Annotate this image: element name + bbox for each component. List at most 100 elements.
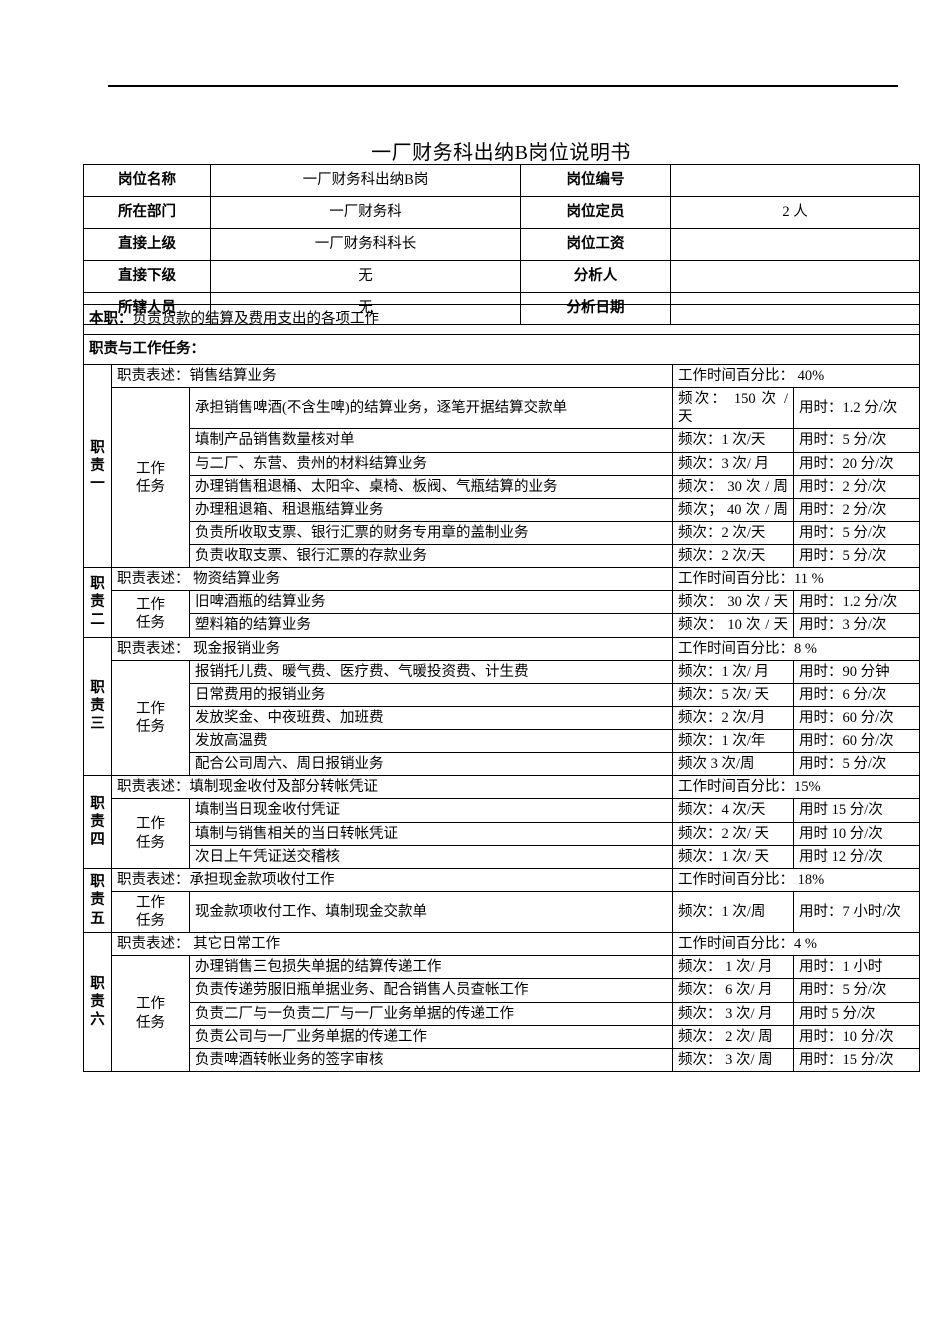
responsibility-description: 职责表述： 其它日常工作 bbox=[111, 932, 673, 957]
responsibility-description: 职责表述： 现金报销业务 bbox=[111, 636, 673, 661]
responsibility-description: 职责表述：填制现金收付及部分转帐凭证 bbox=[111, 775, 673, 800]
task-row: 配合公司周六、周日报销业务 频次 3 次/周 用时：5 分/次 bbox=[84, 752, 921, 777]
task-row: 工作 任务 办理销售三包损失单据的结算传递工作 频次： 1 次/ 月用时：1 小时 bbox=[84, 955, 921, 1072]
task-description: 办理租退箱、租退瓶结算业务 bbox=[189, 497, 673, 522]
responsibility-number-char: 四 bbox=[90, 832, 105, 849]
responsibility-number-char: 五 bbox=[90, 910, 105, 927]
task-frequency: 频次 3 次/周 bbox=[672, 752, 794, 777]
task-duration: 用时：90 分钟 bbox=[792, 659, 921, 684]
task-duration: 用时：5 分/次 bbox=[792, 978, 921, 1003]
task-group-label-line1: 工作 bbox=[136, 996, 165, 1013]
task-group-label-line1: 工作 bbox=[136, 700, 165, 717]
info-value-left: 一厂财务科科长 bbox=[210, 228, 521, 261]
responsibility-number: 职责一 bbox=[83, 363, 112, 569]
responsibility-number-char: 责 bbox=[90, 993, 105, 1010]
responsibility-number-char: 三 bbox=[90, 716, 105, 733]
task-row: 工作 任务 现金款项收付工作、填制现金交款单 频次：1 次/周 用时：7 小时/次 bbox=[84, 890, 921, 934]
task-row: 发放高温费 频次：1 次/年 用时：60 分/次 bbox=[84, 728, 921, 754]
responsibility-description: 职责表述：销售结算业务 bbox=[111, 363, 673, 389]
responsibility-number-char: 责 bbox=[90, 698, 105, 715]
responsibility-number-char: 职 bbox=[90, 680, 105, 697]
task-description: 现金款项收付工作、填制现金交款单 bbox=[189, 890, 673, 934]
task-description: 填制产品销售数量核对单 bbox=[189, 428, 673, 453]
task-group-label: 工作 任务 bbox=[111, 798, 190, 869]
task-duration: 用时：6 分/次 bbox=[792, 682, 921, 707]
task-group-label: 工作 任务 bbox=[111, 955, 190, 1072]
task-row: 工作 任务 填制当日现金收付凭证 频次：4 次/天 用时 15 分/次 bbox=[84, 798, 921, 869]
task-duration: 用时：1 小时 bbox=[792, 955, 921, 980]
task-group-label: 工作 任务 bbox=[111, 590, 190, 638]
task-duration: 用时：20 分/次 bbox=[792, 451, 921, 476]
info-row: 所在部门 一厂财务科 岗位定员 2 人 bbox=[83, 196, 920, 229]
work-time-percentage: 工作时间百分比：8 % bbox=[671, 636, 921, 661]
info-row: 直接下级无分析人 bbox=[83, 260, 920, 293]
task-frequency: 频次： 150 次 / 天 bbox=[672, 387, 794, 430]
work-time-percentage: 工作时间百分比： 40% bbox=[671, 363, 921, 389]
info-label-left: 所在部门 bbox=[83, 196, 211, 229]
task-description: 办理销售三包损失单据的结算传递工作 bbox=[189, 955, 673, 980]
task-frequency: 频次：1 次/年 bbox=[672, 728, 794, 754]
task-description: 填制与销售相关的当日转帐凭证 bbox=[189, 821, 673, 846]
task-row: 填制与销售相关的当日转帐凭证 频次：2 次/ 天用时 10 分/次 bbox=[84, 821, 921, 846]
responsibility-number-char: 职 bbox=[90, 975, 105, 992]
task-frequency: 频次：2 次/天 bbox=[672, 543, 794, 569]
responsibility-number-char: 二 bbox=[90, 612, 105, 629]
main-duty-row: 本职：负责货款的结算及费用支出的各项工作 bbox=[82, 304, 921, 335]
main-duty-cell: 本职：负责货款的结算及费用支出的各项工作 bbox=[82, 304, 921, 335]
main-duty-text: 负责货款的结算及费用支出的各项工作 bbox=[132, 311, 380, 328]
task-row: 塑料箱的结算业务 频次： 10 次 / 天用时：3 分/次 bbox=[84, 613, 921, 638]
task-frequency: 频次； 40 次 / 周 bbox=[672, 497, 794, 522]
task-duration: 用时：10 分/次 bbox=[792, 1024, 921, 1049]
info-value-left: 无 bbox=[210, 260, 521, 293]
info-value-left: 一厂财务科 bbox=[210, 196, 521, 229]
page-title: 一厂财务科出纳B岗位说明书 bbox=[371, 142, 631, 164]
task-row: 负责公司与一厂业务单据的传递工作 频次： 2 次/ 周用时：10 分/次 bbox=[84, 1024, 921, 1049]
task-frequency: 频次： 3 次/ 月 bbox=[672, 1001, 794, 1026]
task-description: 发放高温费 bbox=[189, 728, 673, 754]
task-group-label-line2: 任务 bbox=[136, 718, 165, 735]
task-group-label-line2: 任务 bbox=[136, 1014, 165, 1031]
info-label-left: 岗位名称 bbox=[83, 164, 211, 197]
task-description: 负责传递劳服旧瓶单据业务、配合销售人员查帐工作 bbox=[189, 978, 673, 1003]
task-row: 日常费用的报销业务 频次：5 次/ 天用时：6 分/次 bbox=[84, 682, 921, 707]
task-row: 次日上午凭证送交稽核 频次：1 次/ 天用时 12 分/次 bbox=[84, 844, 921, 869]
task-description: 负责收取支票、银行汇票的存款业务 bbox=[189, 543, 673, 569]
responsibility-number-char: 责 bbox=[90, 458, 105, 474]
task-duration: 用时：60 分/次 bbox=[792, 728, 921, 754]
task-frequency: 频次：2 次/ 天 bbox=[672, 821, 794, 846]
task-frequency: 频次：3 次/ 月 bbox=[672, 451, 794, 476]
task-description: 负责所收取支票、银行汇票的财务专用章的盖制业务 bbox=[189, 520, 673, 546]
task-group-label: 工作 任务 bbox=[111, 659, 190, 777]
responsibility-number-char: 职 bbox=[90, 874, 105, 891]
work-time-percentage: 工作时间百分比： 18% bbox=[671, 867, 921, 892]
task-row: 工作 任务 报销托儿费、暖气费、医疗费、气暖投资费、计生费 频次：1 次/ 月用时：9… bbox=[84, 659, 921, 777]
info-label-left: 直接下级 bbox=[83, 260, 211, 293]
task-group-label-line1: 工作 bbox=[136, 816, 165, 833]
task-duration: 用时 5 分/次 bbox=[792, 1001, 921, 1026]
info-label-right: 岗位编号 bbox=[520, 164, 671, 197]
responsibility-desc-row: 职责五职责表述：承担现金款项收付工作 工作时间百分比： 18% bbox=[83, 867, 921, 934]
task-group-label-line1: 工作 bbox=[136, 460, 165, 477]
task-frequency: 频次：2 次/天 bbox=[672, 520, 794, 546]
task-duration: 用时 12 分/次 bbox=[792, 844, 921, 869]
info-label-right: 岗位工资 bbox=[520, 228, 671, 261]
task-frequency: 频次：5 次/ 天 bbox=[672, 682, 794, 707]
info-row: 岗位名称 一厂财务科出纳B岗 岗位编号 bbox=[83, 164, 920, 197]
responsibility-description: 职责表述： 物资结算业务 bbox=[111, 567, 673, 592]
info-label-right: 岗位定员 bbox=[520, 196, 671, 229]
header-rule bbox=[108, 85, 898, 87]
work-time-percentage: 工作时间百分比：11 % bbox=[671, 567, 921, 592]
task-description: 发放奖金、中夜班费、加班费 bbox=[189, 705, 673, 731]
responsibility-number: 职责二 bbox=[83, 567, 112, 638]
task-row: 负责传递劳服旧瓶单据业务、配合销售人员查帐工作 频次： 6 次/ 月用时：5 分/… bbox=[84, 978, 921, 1003]
responsibility-desc-row: 职责一职责表述：销售结算业务 工作时间百分比： 40% bbox=[83, 363, 921, 569]
info-row: 直接上级 一厂财务科科长 岗位工资 bbox=[83, 228, 920, 261]
task-row: 负责所收取支票、银行汇票的财务专用章的盖制业务 频次：2 次/天 用时：5 分/次 bbox=[84, 520, 921, 546]
info-value-right: 2 人 bbox=[670, 196, 920, 229]
info-label-right: 分析人 bbox=[520, 260, 671, 293]
task-duration: 用时 10 分/次 bbox=[792, 821, 921, 846]
task-row: 工作 任务 承担销售啤酒(不含生啤)的结算业务，逐笔开据结算交款单 频次： 150 次… bbox=[84, 387, 921, 569]
task-duration: 用时：5 分/次 bbox=[792, 543, 921, 569]
section-header-row: 职责与工作任务： bbox=[82, 334, 921, 365]
work-time-percentage: 工作时间百分比：4 % bbox=[671, 932, 921, 957]
